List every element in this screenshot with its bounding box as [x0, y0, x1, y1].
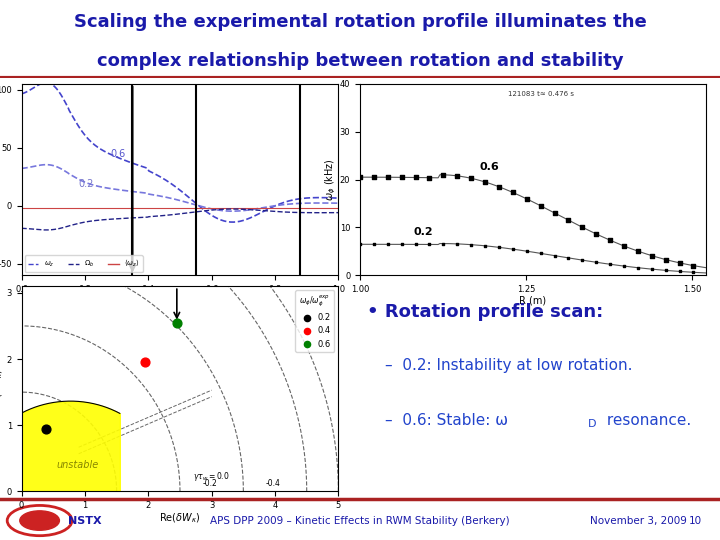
Point: [171, 318, 183, 327]
Text: –  0.2: Instability at low rotation.: – 0.2: Instability at low rotation.: [384, 358, 632, 373]
Point: [521, 194, 533, 203]
Text: resonance.: resonance.: [602, 414, 691, 428]
Point: [549, 251, 560, 260]
Text: 0.6: 0.6: [110, 149, 125, 159]
Point: [354, 173, 366, 181]
Point: [451, 172, 463, 180]
Point: [368, 240, 379, 248]
Point: [493, 243, 505, 252]
Point: [465, 240, 477, 249]
Point: [368, 173, 379, 181]
Point: [577, 256, 588, 265]
Point: [423, 173, 435, 182]
Text: APS DPP 2009 – Kinetic Effects in RWM Stability (Berkery): APS DPP 2009 – Kinetic Effects in RWM St…: [210, 516, 510, 525]
Text: NSTX: NSTX: [68, 516, 102, 525]
Point: [660, 266, 672, 275]
Point: [632, 264, 644, 272]
Legend: $\omega_z$, $\Omega_b$, $\langle\omega_z\rangle$: $\omega_z$, $\Omega_b$, $\langle\omega_z…: [25, 255, 143, 272]
Point: [382, 173, 394, 181]
X-axis label: Re($\delta W_\kappa$): Re($\delta W_\kappa$): [159, 511, 201, 525]
Text: -0.4: -0.4: [266, 479, 280, 488]
Point: [521, 247, 533, 255]
Point: [535, 249, 546, 258]
Point: [507, 245, 518, 253]
Text: 0.2: 0.2: [413, 227, 433, 237]
Point: [465, 174, 477, 183]
Point: [535, 201, 546, 210]
Point: [674, 259, 685, 267]
Y-axis label: Im($\delta W_\kappa$): Im($\delta W_\kappa$): [0, 368, 5, 409]
Point: [396, 240, 408, 248]
Point: [354, 240, 366, 248]
Point: [577, 223, 588, 232]
Point: [646, 251, 657, 260]
Point: [604, 236, 616, 245]
Point: [562, 216, 574, 225]
Point: [40, 424, 51, 433]
Text: 10: 10: [689, 516, 702, 525]
Text: 0.6: 0.6: [480, 162, 500, 172]
Point: [493, 183, 505, 191]
Text: -0.2: -0.2: [202, 479, 217, 488]
Point: [438, 171, 449, 179]
Text: –  0.6: Stable: ω: – 0.6: Stable: ω: [384, 414, 508, 428]
Text: complex relationship between rotation and stability: complex relationship between rotation an…: [96, 52, 624, 70]
Point: [618, 262, 630, 271]
Point: [410, 173, 421, 182]
Point: [604, 260, 616, 268]
Text: unstable: unstable: [56, 460, 99, 470]
Y-axis label: $\omega_\phi$ (kHz): $\omega_\phi$ (kHz): [324, 158, 338, 201]
Point: [410, 240, 421, 249]
Point: [688, 268, 699, 276]
Point: [507, 188, 518, 197]
Point: [646, 265, 657, 273]
Point: [688, 261, 699, 270]
Point: [590, 258, 602, 267]
Point: [451, 240, 463, 248]
Point: [382, 240, 394, 248]
X-axis label: R (m): R (m): [519, 295, 546, 306]
Point: [480, 178, 491, 186]
Text: 0.2: 0.2: [78, 179, 94, 189]
Text: November 3, 2009: November 3, 2009: [590, 516, 688, 525]
Text: Scaling the experimental rotation profile illuminates the: Scaling the experimental rotation profil…: [73, 13, 647, 31]
Legend: 0.2, 0.4, 0.6: 0.2, 0.4, 0.6: [295, 291, 334, 352]
Text: D: D: [588, 418, 597, 429]
Point: [660, 255, 672, 264]
Point: [438, 239, 449, 248]
Point: [396, 173, 408, 181]
Point: [549, 208, 560, 217]
Point: [140, 358, 151, 367]
Text: 121083 t≈ 0.476 s: 121083 t≈ 0.476 s: [508, 91, 575, 97]
X-axis label: $\Psi/\Psi_t$: $\Psi/\Psi_t$: [168, 295, 192, 309]
Point: [423, 240, 435, 249]
Point: [480, 241, 491, 250]
Ellipse shape: [19, 511, 60, 530]
Text: • Rotation profile scan:: • Rotation profile scan:: [367, 302, 603, 321]
Text: $\gamma\tau_w = 0.0$: $\gamma\tau_w = 0.0$: [193, 470, 230, 483]
Point: [674, 267, 685, 276]
Point: [618, 241, 630, 250]
Point: [590, 230, 602, 238]
Point: [562, 254, 574, 262]
Point: [632, 247, 644, 255]
